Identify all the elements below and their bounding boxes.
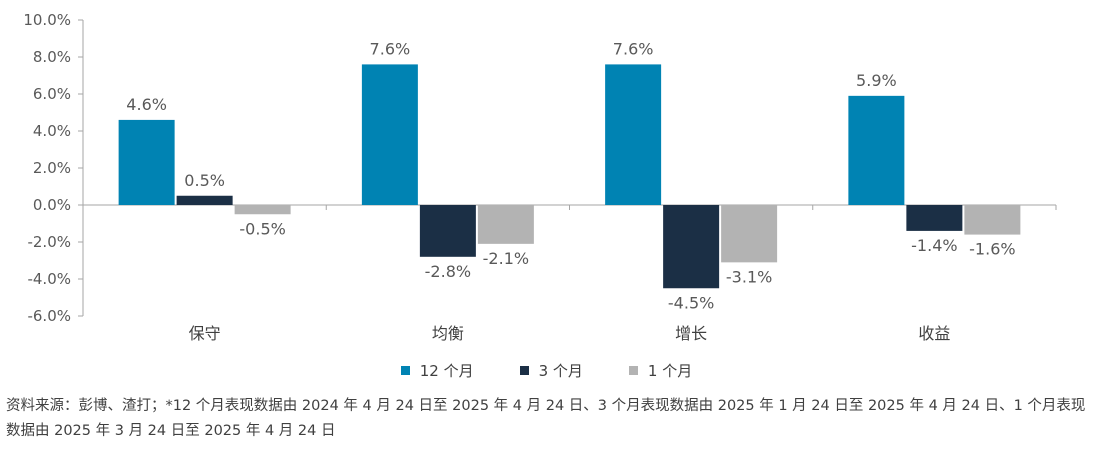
source-footnote: 资料来源：彭博、渣打；*12 个月表现数据由 2024 年 4 月 24 日至 … [6,398,1086,439]
category-label: 保守 [189,324,221,343]
category-label: 增长 [675,324,707,343]
data-label: 4.6% [126,95,167,114]
data-label: -0.5% [239,219,285,238]
legend-label-1m: 1 个月 [647,362,693,380]
data-label: 0.5% [184,171,225,190]
legend-swatch-1m [628,366,638,375]
legend-swatch-3m [519,366,529,375]
y-tick-label: -6.0% [27,307,71,325]
bar-0-1 [176,195,233,205]
bar-3-0 [848,95,905,205]
bar-3-1 [906,205,963,231]
bars-group [118,64,1021,289]
bar-2-1 [663,205,720,289]
category-labels-group: 保守 均衡 增长 收益 [189,324,951,343]
bar-1-2 [477,205,534,244]
bar-0-2 [234,205,291,215]
y-tick-label: 10.0% [23,11,71,29]
data-labels-group: 4.6% 0.5% -0.5% 7.6% -2.8% -2.1% 7.6% -4.5% -3.1… [126,39,1015,312]
y-tick-label: 2.0% [33,159,71,177]
data-label: 5.9% [856,71,897,90]
bar-1-0 [361,64,418,206]
bar-0-0 [118,119,175,205]
legend-item-12m: 12 个月 [400,360,474,381]
bar-2-0 [605,64,662,206]
y-axis-ticks: 10.0% 8.0% 6.0% 4.0% 2.0% 0.0% -2.0% -4.0% -6.0% [23,11,1057,325]
legend-label-3m: 3 个月 [538,362,583,380]
data-label: -4.5% [668,293,714,312]
data-label: -2.1% [483,249,529,268]
y-tick-label: -4.0% [27,270,71,288]
data-label: -2.8% [425,262,471,281]
legend-item-1m: 1 个月 [628,360,693,381]
data-label: -3.1% [726,267,772,286]
y-tick-label: -2.0% [27,233,71,251]
bar-1-1 [419,205,476,257]
legend-label-12m: 12 个月 [419,362,474,380]
bar-chart: 10.0% 8.0% 6.0% 4.0% 2.0% 0.0% -2.0% -4.0% -6.0%… [23,11,1057,343]
y-tick-label: 6.0% [33,85,71,103]
legend-swatch-12m [400,366,410,375]
category-label: 均衡 [432,324,464,343]
y-tick-label: 0.0% [33,196,71,214]
data-label: 7.6% [613,39,654,58]
bar-3-2 [964,205,1021,235]
data-label: 7.6% [370,39,411,58]
legend-item-3m: 3 个月 [519,360,583,381]
data-label: -1.4% [911,236,957,255]
y-tick-label: 4.0% [33,122,71,140]
data-label: -1.6% [969,240,1015,259]
bar-2-2 [721,205,778,263]
legend: 12 个月 3 个月 1 个月 [0,360,1093,381]
y-tick-label: 8.0% [33,48,71,66]
category-label: 收益 [918,324,950,343]
